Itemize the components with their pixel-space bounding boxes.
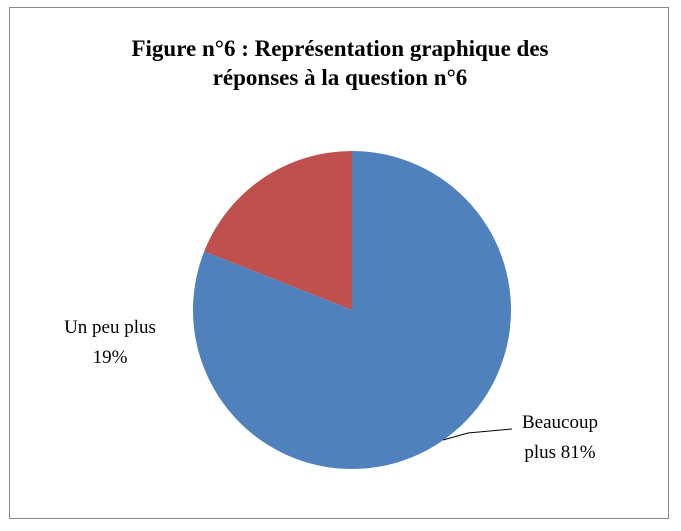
chart-title: Figure n°6 : Représentation graphique de…: [131, 36, 549, 90]
category-label: Un peu plus: [64, 317, 156, 338]
leader-line: [467, 428, 513, 434]
data-label: Un peu plus 19%: [60, 313, 160, 373]
leader-line: [442, 432, 469, 441]
pie-slice: [204, 151, 352, 310]
value-label: 81%: [560, 442, 596, 463]
pie-slice: [193, 151, 512, 469]
chart-frame: [9, 7, 669, 519]
category-label: Beaucoup plus: [522, 412, 598, 463]
value-label: 19%: [92, 347, 128, 368]
data-label: Beaucoup plus 81%: [510, 408, 610, 468]
